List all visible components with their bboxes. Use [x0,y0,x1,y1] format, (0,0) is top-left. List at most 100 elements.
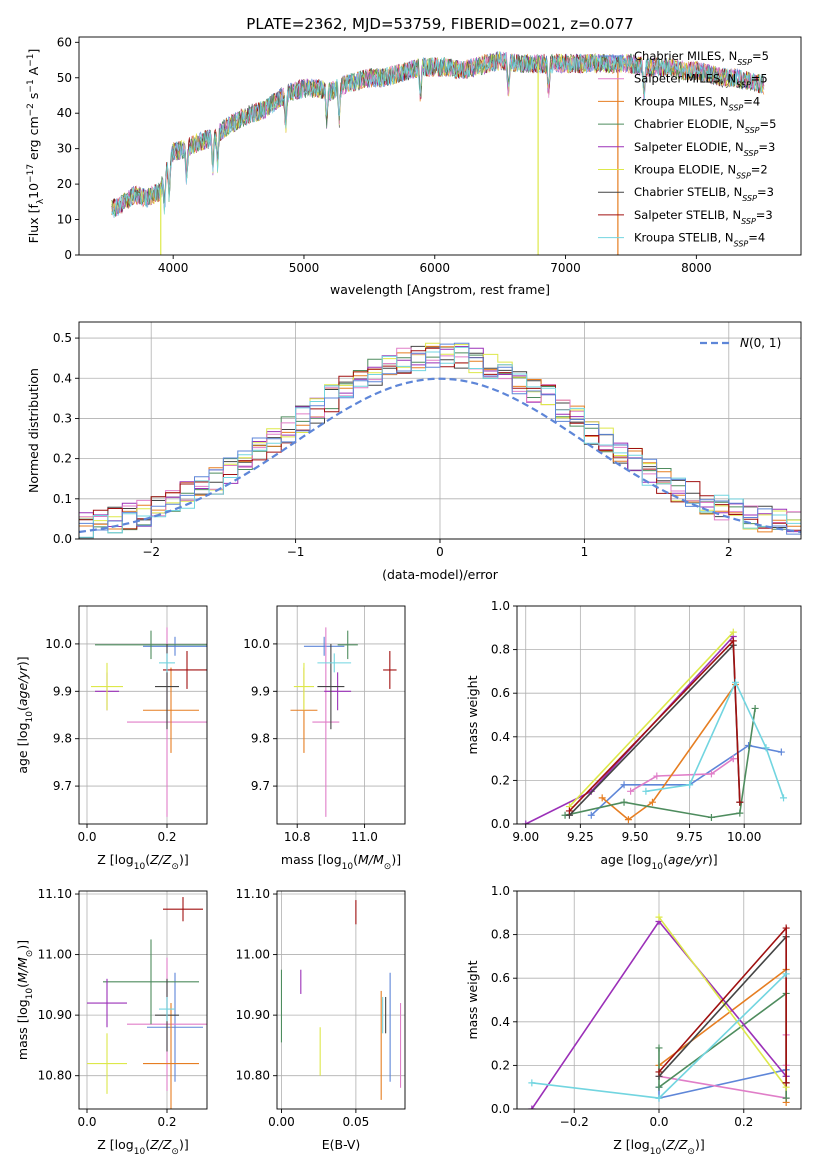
weight-series [627,755,737,795]
axes-age_vs_Z: 0.0 0.2 9.7 9.8 9.9 10.0 Z [log10(Z/Z⊙)] age [l… [15,605,208,872]
axes-mass_vs_Z: 0.0 0.2 10.80 10.90 11.00 11.10 Z [log10(Z/Z⊙)… [15,887,208,1157]
weight-marker [528,1105,536,1109]
error-bar-point [87,978,127,1028]
y-tick-label: 9.8 [53,732,72,746]
weight-marker [731,678,739,686]
spectrum-line [111,51,765,218]
legend-entry: Chabrier ELODIE, NSSP=5 [634,117,776,135]
y-tick-label: 10.80 [236,1069,270,1083]
x-tick-label: 9.75 [676,830,703,844]
y-tick-label: 10.80 [38,1069,72,1083]
normal-reference-curve [78,377,802,534]
y-tick-label: 11.00 [38,948,72,962]
y-tick-label: 0.2 [491,773,510,787]
weight-series [565,637,744,815]
weight-marker [655,1068,663,1076]
weight-marker [624,816,632,824]
x-tick-label: 0.2 [157,1115,176,1129]
axes-mass_vs_EBV: 0.00 0.05 10.80 10.90 11.00 11.10 E(B-V) [236,887,406,1152]
y-tick-label: 0.4 [491,1015,510,1029]
weight-marker [522,820,530,824]
legend-entry: N(0, 1) [740,336,781,350]
weight-series [642,678,788,802]
x-axis-label: E(B-V) [322,1137,361,1152]
y-tick-label: 1.0 [491,599,510,613]
y-tick-label: 50 [57,71,72,85]
weight-series [528,970,790,1102]
weight-marker [655,1044,663,1052]
error-bar-point [103,939,199,1025]
y-tick-label: 30 [57,142,72,156]
weight-marker [642,787,650,795]
error-bar-point [143,667,199,753]
axes-age_vs_mass: 10.8 11.0 9.7 9.8 9.9 10.0 mass [log10(M/M⊙)] [243,605,406,872]
y-tick-label: 60 [57,35,72,49]
y-tick-label: 0.8 [491,928,510,942]
x-tick-label: −2 [142,545,160,559]
error-bar-point [317,653,352,673]
y-tick-label: 0.4 [491,730,510,744]
weight-marker [686,781,694,789]
y-tick-label: 0.3 [53,411,72,425]
weight-marker [782,970,790,978]
weight-marker [528,1079,536,1087]
x-tick-label: 11.0 [351,830,378,844]
error-bar-point [383,651,397,689]
error-bar-point [159,996,175,1022]
x-tick-label: 7000 [550,261,581,275]
weight-marker [707,813,715,821]
weight-marker [655,913,663,921]
y-axis-label: mass weight [465,960,480,1039]
error-bar-point [317,643,345,730]
weight-marker [620,798,628,806]
weight-marker [729,628,737,636]
x-axis-label: age [log10(age/yr)] [600,852,717,872]
y-tick-label: 11.10 [236,887,270,901]
x-tick-label: −1 [287,545,305,559]
y-tick-label: 10.90 [38,1008,72,1022]
axes-frame [516,890,802,1110]
y-tick-label: 0.0 [53,532,72,546]
weight-marker [762,744,770,752]
y-tick-label: 10.0 [45,637,72,651]
weight-marker [627,787,635,795]
axes-weight_vs_Z: −0.2 0.0 0.2 0.0 0.2 0.4 0.6 0.8 1.0 Z [log10(Z/Z… [465,884,802,1157]
weight-marker [782,1094,790,1102]
x-tick-label: −0.2 [560,1115,589,1129]
y-tick-label: 0.4 [53,371,72,385]
legend-entry: Kroupa ELODIE, NSSP=2 [634,163,768,181]
y-tick-label: 0.5 [53,331,72,345]
axes-frame [78,36,802,256]
weight-marker [655,1094,663,1102]
weight-marker [620,781,628,789]
axes-frame [78,890,208,1110]
weight-marker [729,637,737,645]
axes-frame [78,321,802,540]
legend-entry: Salpeter ELODIE, NSSP=3 [634,140,775,158]
axes-frame [276,890,406,1110]
figure-title: PLATE=2362, MJD=53759, FIBERID=0021, z=0… [246,15,633,33]
axes-frame [276,605,406,825]
legend: Chabrier MILES, NSSP=5 Salpeter MILES, NS… [598,49,776,248]
y-tick-label: 0.6 [491,971,510,985]
x-tick-label: 2 [725,545,733,559]
error-bar-point [91,662,123,711]
x-tick-label: 9.25 [567,830,594,844]
weight-marker [782,1079,790,1087]
y-tick-label: 9.9 [53,684,72,698]
x-tick-label: 5000 [289,261,320,275]
weight-marker [648,798,656,806]
x-tick-label: 10.00 [727,830,761,844]
y-axis-label: mass [log10(M/M⊙)] [15,940,35,1060]
legend-entry: Kroupa MILES, NSSP=4 [634,94,760,112]
legend-entry: Chabrier MILES, NSSP=5 [634,49,769,67]
x-tick-label: 0.0 [77,830,96,844]
x-tick-label: 0.00 [268,1115,295,1129]
x-tick-label: 6000 [419,261,450,275]
error-bar-point [159,653,175,673]
y-tick-label: 0.0 [491,1102,510,1116]
histogram-series [79,342,801,535]
weight-marker [777,748,785,756]
x-axis-label: Z [log10(Z/Z⊙)] [613,1137,704,1157]
